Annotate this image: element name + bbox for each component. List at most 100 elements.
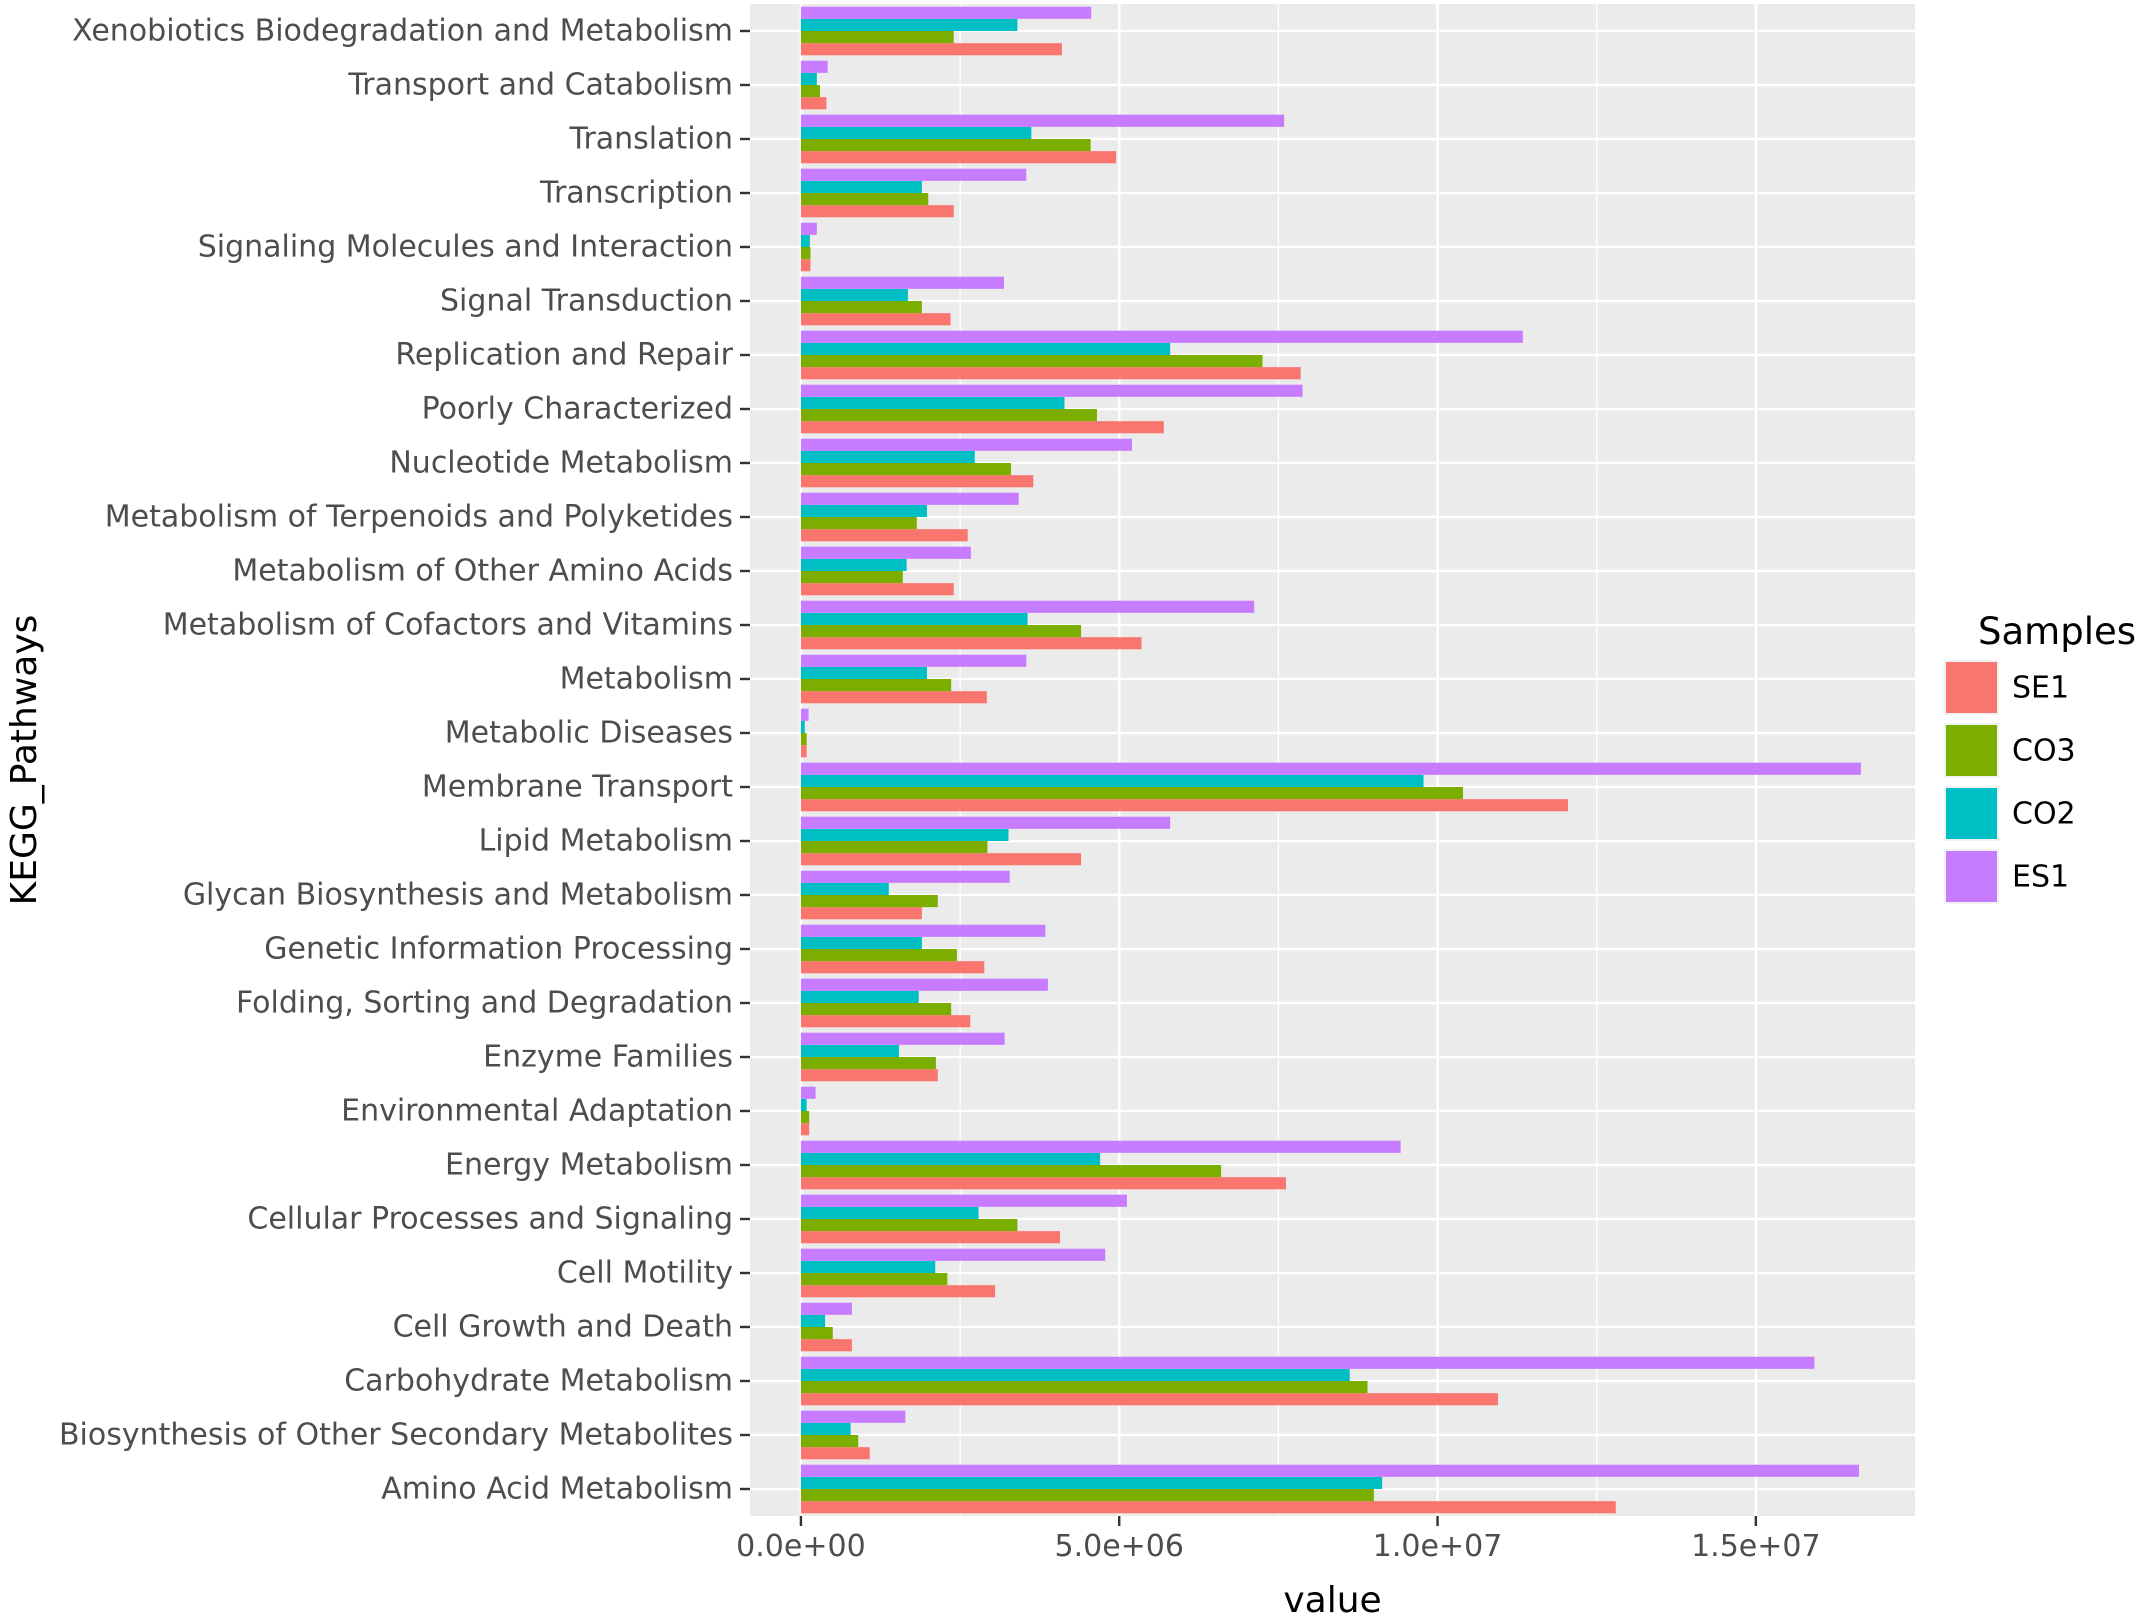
bar-se1 — [800, 151, 1117, 164]
bar-es1 — [800, 654, 1027, 667]
y-tick-label: Poorly Characterized — [422, 392, 733, 427]
bar-co3 — [800, 1111, 810, 1124]
bar-co2 — [800, 666, 927, 679]
bar-es1 — [800, 168, 1027, 181]
bar-se1 — [800, 97, 827, 110]
legend-label-co2: CO2 — [2012, 797, 2076, 832]
bar-es1 — [800, 60, 828, 73]
bar-co3 — [800, 247, 811, 260]
bar-co3 — [800, 625, 1082, 638]
bar-co2 — [800, 396, 1065, 409]
bar-es1 — [800, 1032, 1005, 1045]
bar-co3 — [800, 139, 1091, 152]
bar-co2 — [800, 1260, 936, 1273]
bar-co2 — [800, 1368, 1350, 1381]
y-tick-label: Lipid Metabolism — [479, 824, 733, 859]
bar-es1 — [800, 1464, 1859, 1477]
bar-es1 — [800, 6, 1092, 19]
bar-co3 — [800, 1327, 833, 1340]
bar-co2 — [800, 882, 889, 895]
bar-es1 — [800, 1194, 1127, 1207]
bar-co2 — [800, 774, 1424, 787]
bar-co2 — [800, 72, 817, 85]
bar-se1 — [800, 1123, 810, 1136]
bar-se1 — [800, 421, 1164, 434]
y-tick-label: Replication and Repair — [395, 338, 733, 373]
y-tick-label: Metabolic Diseases — [445, 716, 733, 751]
bar-co3 — [800, 949, 957, 962]
bar-co3 — [800, 571, 903, 584]
bar-co3 — [800, 895, 938, 908]
bar-es1 — [800, 384, 1303, 397]
bar-co3 — [800, 1273, 948, 1286]
bar-se1 — [800, 1447, 870, 1460]
bar-co3 — [800, 463, 1012, 476]
bar-co3 — [800, 733, 807, 746]
bar-se1 — [800, 1015, 971, 1028]
y-tick-label: Metabolism of Other Amino Acids — [232, 554, 733, 589]
bar-co3 — [800, 1165, 1222, 1178]
bar-es1 — [800, 492, 1019, 505]
bar-co2 — [800, 828, 1009, 841]
bar-es1 — [800, 222, 817, 235]
bar-co3 — [800, 517, 917, 530]
bar-es1 — [800, 978, 1048, 991]
y-tick-label: Amino Acid Metabolism — [381, 1472, 733, 1507]
legend-label-es1: ES1 — [2012, 860, 2069, 895]
bar-es1 — [800, 1086, 816, 1099]
bar-es1 — [800, 1140, 1401, 1153]
bar-se1 — [800, 1069, 938, 1082]
y-tick-label: Cell Motility — [557, 1256, 733, 1291]
bar-es1 — [800, 1248, 1106, 1261]
bar-es1 — [800, 546, 971, 559]
bar-co2 — [800, 1422, 851, 1435]
bar-es1 — [800, 438, 1132, 451]
bar-co2 — [800, 612, 1028, 625]
bar-co3 — [800, 31, 954, 44]
bar-co2 — [800, 450, 975, 463]
bar-co2 — [800, 126, 1032, 139]
y-axis-title: KEGG_Pathways — [4, 615, 45, 906]
bar-co3 — [800, 1435, 859, 1448]
bar-es1 — [800, 708, 809, 721]
bar-se1 — [800, 637, 1142, 650]
y-tick-label: Membrane Transport — [422, 770, 733, 805]
bar-se1 — [800, 583, 954, 596]
bar-co2 — [800, 1476, 1383, 1489]
bar-se1 — [800, 367, 1301, 380]
bar-co3 — [800, 193, 929, 206]
bar-co2 — [800, 18, 1018, 31]
y-tick-label: Glycan Biosynthesis and Metabolism — [183, 878, 733, 913]
bar-se1 — [800, 961, 985, 974]
y-tick-label: Environmental Adaptation — [341, 1094, 733, 1129]
legend-swatch-co3 — [1946, 725, 1997, 776]
bar-es1 — [800, 870, 1010, 883]
plot-panel — [750, 4, 1915, 1516]
legend-label-co3: CO3 — [2012, 734, 2076, 769]
bar-es1 — [800, 816, 1171, 829]
bar-es1 — [800, 600, 1255, 613]
y-tick-label: Translation — [569, 122, 733, 157]
bar-es1 — [800, 114, 1285, 127]
y-tick-label: Carbohydrate Metabolism — [344, 1364, 733, 1399]
y-axis: Xenobiotics Biodegradation and Metabolis… — [59, 14, 750, 1507]
y-tick-label: Transcription — [539, 176, 733, 211]
x-axis: 0.0e+00 5.0e+06 1.0e+07 1.5e+07 — [736, 1516, 1821, 1564]
bar-se1 — [800, 1285, 996, 1298]
legend-swatch-se1 — [1946, 662, 1997, 713]
y-tick-label: Signal Transduction — [440, 284, 733, 319]
bar-co3 — [800, 1003, 952, 1016]
bar-co3 — [800, 1489, 1374, 1502]
bar-co2 — [800, 1206, 979, 1219]
y-tick-label: Biosynthesis of Other Secondary Metaboli… — [59, 1418, 733, 1453]
bar-es1 — [800, 1302, 852, 1315]
y-tick-label: Signaling Molecules and Interaction — [198, 230, 733, 265]
y-tick-label: Cell Growth and Death — [393, 1310, 733, 1345]
bar-se1 — [800, 1231, 1061, 1244]
y-tick-label: Metabolism — [560, 662, 733, 697]
bar-se1 — [800, 745, 807, 758]
bar-co2 — [800, 234, 810, 247]
legend: Samples SE1 CO3 CO2 ES1 — [1944, 610, 2136, 904]
bar-co3 — [800, 301, 922, 314]
bar-co2 — [800, 1044, 899, 1057]
